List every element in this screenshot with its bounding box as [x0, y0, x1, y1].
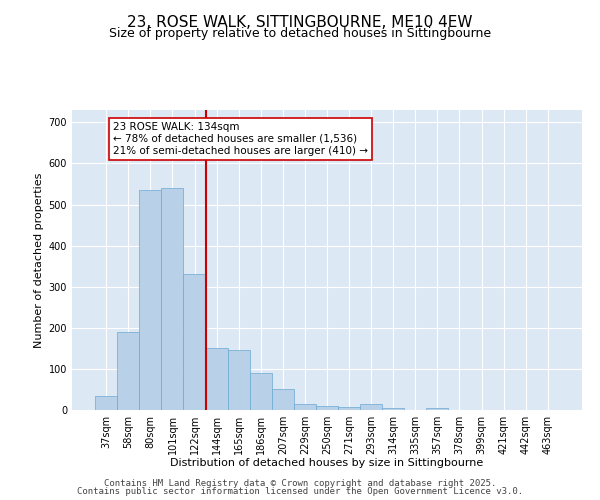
X-axis label: Distribution of detached houses by size in Sittingbourne: Distribution of detached houses by size …: [170, 458, 484, 468]
Y-axis label: Number of detached properties: Number of detached properties: [34, 172, 44, 348]
Text: 23 ROSE WALK: 134sqm
← 78% of detached houses are smaller (1,536)
21% of semi-de: 23 ROSE WALK: 134sqm ← 78% of detached h…: [113, 122, 368, 156]
Text: Contains HM Land Registry data © Crown copyright and database right 2025.: Contains HM Land Registry data © Crown c…: [104, 478, 496, 488]
Bar: [427, 408, 448, 410]
Text: Contains public sector information licensed under the Open Government Licence v3: Contains public sector information licen…: [77, 487, 523, 496]
Bar: [206, 348, 227, 410]
Text: 23, ROSE WALK, SITTINGBOURNE, ME10 4EW: 23, ROSE WALK, SITTINGBOURNE, ME10 4EW: [127, 15, 473, 30]
Bar: [316, 406, 338, 410]
Text: Size of property relative to detached houses in Sittingbourne: Size of property relative to detached ho…: [109, 28, 491, 40]
Bar: [117, 332, 139, 410]
Bar: [139, 190, 161, 410]
Bar: [184, 274, 206, 410]
Bar: [360, 404, 382, 410]
Bar: [294, 404, 316, 410]
Bar: [250, 373, 272, 410]
Bar: [382, 408, 404, 410]
Bar: [338, 406, 360, 410]
Bar: [95, 396, 117, 410]
Bar: [227, 350, 250, 410]
Bar: [161, 188, 184, 410]
Bar: [272, 390, 294, 410]
